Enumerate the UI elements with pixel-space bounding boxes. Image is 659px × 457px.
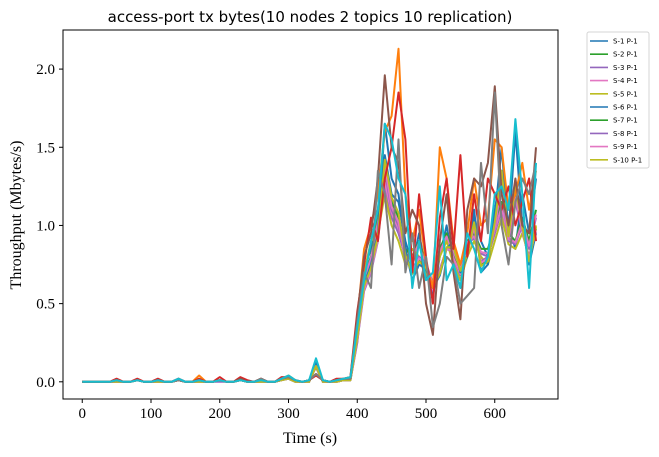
y-tick-label: 1.5 [36, 140, 55, 156]
legend-label: S-2 P-1 [613, 51, 638, 59]
legend-items: S-1 P-1 S-2 P-1 S-3 P-1 S-4 P-1 S-5 P-1 S-6 P… [590, 38, 642, 164]
legend-label: S-7 P-1 [613, 117, 638, 125]
series-line-10 [82, 158, 537, 383]
y-tick-label: 1.0 [36, 218, 55, 234]
x-axis-ticks: 0 100 200 300 400 500 600 [79, 399, 507, 422]
x-tick-label: 400 [346, 406, 369, 422]
legend-label: S-1 P-1 [613, 38, 638, 46]
legend-label: S-9 P-1 [613, 143, 638, 151]
legend-label: S-4 P-1 [613, 77, 638, 85]
legend-label: S-8 P-1 [613, 130, 638, 138]
x-tick-label: 300 [277, 406, 300, 422]
series-layer [82, 47, 537, 383]
x-tick-label: 500 [415, 406, 438, 422]
y-axis-label: Throughput (Mbytes/s) [8, 141, 25, 290]
x-tick-label: 100 [140, 406, 163, 422]
x-tick-label: 200 [209, 406, 232, 422]
legend: S-1 P-1 S-2 P-1 S-3 P-1 S-4 P-1 S-5 P-1 S-6 P… [586, 31, 650, 169]
x-tick-label: 600 [484, 406, 507, 422]
legend-label: S-10 P-1 [613, 156, 642, 164]
y-tick-label: 2.0 [36, 62, 55, 78]
y-tick-label: 0.5 [36, 297, 55, 313]
chart-title: access-port tx bytes(10 nodes 2 topics 1… [108, 8, 513, 26]
y-axis-ticks: 0.0 0.5 1.0 1.5 2.0 [36, 62, 63, 391]
y-tick-label: 0.0 [36, 375, 55, 391]
series-line-15 [82, 118, 537, 383]
legend-label: S-5 P-1 [613, 90, 638, 98]
x-tick-label: 0 [79, 406, 87, 422]
plot-area [62, 29, 559, 400]
axes-frame [62, 29, 559, 400]
x-axis-label: Time (s) [283, 430, 337, 447]
legend-label: S-3 P-1 [613, 64, 638, 72]
legend-label: S-6 P-1 [613, 104, 638, 112]
